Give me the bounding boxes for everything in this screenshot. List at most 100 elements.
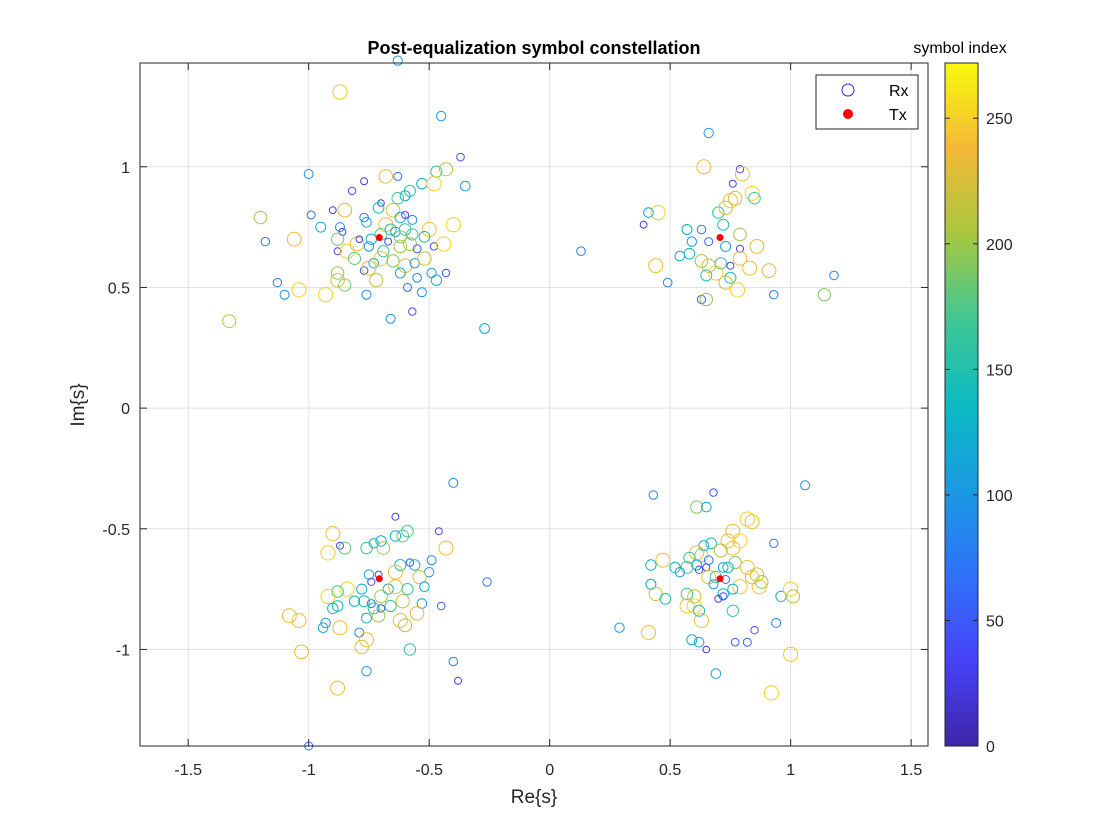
x-tick-label: 1.5: [900, 762, 922, 779]
rx-point: [361, 260, 377, 276]
rx-point: [361, 666, 372, 677]
rx-point: [335, 222, 345, 233]
rx-point: [398, 618, 413, 633]
rx-point: [681, 224, 693, 235]
rx-point: [336, 541, 344, 550]
rx-point: [377, 245, 390, 258]
rx-point: [717, 562, 729, 573]
rx-point: [394, 267, 406, 279]
rx-point: [399, 190, 411, 202]
rx-point: [403, 643, 417, 656]
rx-point: [320, 588, 336, 605]
rx-point: [456, 152, 465, 162]
rx-point: [783, 646, 799, 662]
y-axis-ticks: -1 -0.5 0 0.5 1: [102, 160, 928, 659]
rx-point: [291, 613, 307, 628]
colorbar-tick-label: 250: [986, 111, 1013, 128]
rx-point: [736, 244, 744, 253]
rx-point: [714, 257, 727, 270]
rx-point: [718, 275, 733, 290]
rx-point: [429, 242, 439, 251]
rx-point: [356, 583, 368, 595]
x-tick-label: 1: [786, 762, 795, 779]
rx-point: [749, 239, 765, 254]
rx-point: [683, 551, 696, 564]
rx-point: [333, 247, 342, 256]
rx-point: [303, 169, 314, 179]
rx-point: [419, 581, 430, 593]
rx-point: [286, 231, 302, 247]
tx-points: [375, 234, 724, 583]
rx-point: [722, 561, 734, 574]
rx-point: [725, 523, 741, 539]
rx-point: [817, 288, 832, 302]
rx-point: [744, 569, 760, 585]
rx-point: [347, 186, 357, 196]
rx-point: [710, 668, 722, 679]
rx-point: [709, 488, 718, 497]
rx-point: [294, 644, 309, 660]
rx-point: [439, 162, 453, 177]
rx-point: [713, 543, 728, 558]
rx-point: [694, 613, 709, 628]
rx-point: [771, 617, 782, 628]
rx-point: [330, 273, 345, 288]
rx-point: [373, 251, 389, 266]
rx-point: [648, 258, 664, 274]
rx-point: [385, 202, 401, 218]
rx-point: [482, 577, 492, 587]
rx-point: [325, 526, 341, 542]
rx-points: [222, 55, 839, 751]
rx-point: [436, 601, 446, 611]
rx-point: [398, 223, 412, 236]
rx-point: [382, 583, 394, 595]
rx-point: [744, 514, 760, 530]
rx-point: [648, 490, 659, 500]
rx-point: [358, 595, 371, 608]
rx-point: [714, 594, 723, 603]
rx-point: [403, 282, 412, 292]
rx-point: [376, 604, 386, 613]
rx-point: [735, 165, 745, 174]
tx-point: [716, 575, 724, 583]
legend-rx-label: Rx: [889, 83, 909, 100]
tx-point: [375, 234, 383, 241]
y-tick-label: -1: [116, 642, 130, 659]
rx-point: [693, 604, 706, 617]
rx-point: [369, 273, 384, 288]
x-tick-label: 0: [545, 762, 554, 779]
rx-point: [783, 581, 799, 597]
rx-point: [720, 533, 736, 549]
rx-point: [730, 637, 740, 647]
rx-point: [700, 269, 713, 282]
rx-point: [332, 620, 348, 636]
rx-point: [401, 583, 414, 596]
rx-point: [331, 600, 344, 612]
x-tick-label: -0.5: [415, 762, 443, 779]
rx-point: [702, 645, 711, 654]
rx-point: [680, 587, 694, 601]
legend-rx-marker: [841, 83, 855, 97]
rx-point: [720, 240, 732, 252]
rx-point: [800, 480, 811, 491]
colorbar-tick-label: 0: [986, 739, 995, 756]
rx-point: [445, 217, 461, 233]
rx-point: [361, 217, 372, 228]
rx-point: [318, 287, 334, 303]
rx-point: [645, 559, 657, 571]
rx-point: [406, 228, 419, 241]
rx-point: [742, 637, 752, 647]
rx-point: [728, 179, 737, 188]
rx-point: [291, 282, 307, 298]
rx-point: [769, 538, 779, 548]
rx-point: [384, 599, 397, 613]
rx-point: [331, 232, 345, 246]
rx-point: [222, 314, 237, 329]
rx-point: [363, 241, 375, 252]
rx-point: [829, 270, 839, 281]
rx-point: [687, 589, 702, 604]
rx-point: [338, 278, 352, 292]
rx-point: [727, 190, 743, 206]
rx-point: [306, 210, 316, 220]
x-tick-label: -1: [302, 762, 316, 779]
